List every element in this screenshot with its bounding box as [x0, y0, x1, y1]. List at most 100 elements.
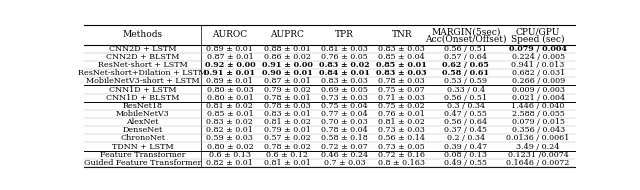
Text: CNN2D + BLSTM: CNN2D + BLSTM	[106, 53, 179, 61]
Text: 0.78 ± 0.03: 0.78 ± 0.03	[378, 77, 425, 85]
Text: 0.356 / 0.043: 0.356 / 0.043	[511, 126, 565, 134]
Text: 0.39 / 0.47: 0.39 / 0.47	[444, 142, 488, 150]
Text: 0.941 / 0.013: 0.941 / 0.013	[511, 61, 565, 69]
Text: 0.73 ± 0.03: 0.73 ± 0.03	[378, 126, 425, 134]
Text: 0.85 ± 0.01: 0.85 ± 0.01	[376, 61, 428, 69]
Text: 2.588 / 0.055: 2.588 / 0.055	[512, 110, 564, 118]
Text: 0.7 ± 0.03: 0.7 ± 0.03	[324, 159, 365, 167]
Text: 0.71 ± 0.03: 0.71 ± 0.03	[378, 94, 425, 102]
Text: 0.33 / 0.4: 0.33 / 0.4	[447, 86, 485, 93]
Text: 0.682 / 0.031: 0.682 / 0.031	[511, 69, 565, 77]
Text: 0.266 / 0.009: 0.266 / 0.009	[511, 77, 565, 85]
Text: 0.84 ± 0.01: 0.84 ± 0.01	[319, 69, 370, 77]
Text: ResNet18: ResNet18	[123, 102, 163, 110]
Text: 0.88 ± 0.01: 0.88 ± 0.01	[264, 45, 310, 53]
Text: 0.83 ± 0.02: 0.83 ± 0.02	[207, 118, 253, 126]
Text: 0.1646 / 0.0072: 0.1646 / 0.0072	[506, 159, 570, 167]
Text: 0.69 ± 0.05: 0.69 ± 0.05	[321, 86, 368, 93]
Text: 0.37 / 0.45: 0.37 / 0.45	[444, 126, 488, 134]
Text: 0.79 ± 0.01: 0.79 ± 0.01	[264, 126, 310, 134]
Text: 0.8 ± 0.163: 0.8 ± 0.163	[378, 159, 425, 167]
Text: 0.73 ± 0.05: 0.73 ± 0.05	[378, 142, 425, 150]
Text: 0.83 ± 0.02: 0.83 ± 0.02	[319, 61, 370, 69]
Text: 0.2 / 0.34: 0.2 / 0.34	[447, 134, 485, 142]
Text: TNR: TNR	[392, 30, 412, 39]
Text: ResNet-short+Dilation + LSTM: ResNet-short+Dilation + LSTM	[78, 69, 207, 77]
Text: 0.6 ± 0.13: 0.6 ± 0.13	[209, 151, 251, 159]
Text: MobileNetV3: MobileNetV3	[116, 110, 170, 118]
Text: 0.80 ± 0.03: 0.80 ± 0.03	[207, 86, 253, 93]
Text: 0.87 ± 0.01: 0.87 ± 0.01	[264, 77, 310, 85]
Text: 0.78 ± 0.03: 0.78 ± 0.03	[264, 102, 310, 110]
Text: 0.56 / 0.51: 0.56 / 0.51	[444, 94, 488, 102]
Text: Acc(Onset/Offset): Acc(Onset/Offset)	[425, 35, 507, 44]
Text: 0.70 ± 0.03: 0.70 ± 0.03	[321, 118, 368, 126]
Text: 0.73 ± 0.03: 0.73 ± 0.03	[321, 94, 368, 102]
Text: 0.76 ± 0.05: 0.76 ± 0.05	[321, 53, 368, 61]
Text: 0.81 ± 0.02: 0.81 ± 0.02	[264, 118, 310, 126]
Text: 0.47 / 0.55: 0.47 / 0.55	[444, 110, 487, 118]
Text: 0.079 / 0.004: 0.079 / 0.004	[509, 45, 567, 53]
Text: 0.53 / 0.59: 0.53 / 0.59	[444, 77, 488, 85]
Text: 0.021 / 0.004: 0.021 / 0.004	[511, 94, 564, 102]
Text: AUROC: AUROC	[212, 30, 248, 39]
Text: 0.81 ± 0.02: 0.81 ± 0.02	[378, 118, 425, 126]
Text: MARGIN(5sec): MARGIN(5sec)	[431, 27, 500, 36]
Text: 0.83 ± 0.03: 0.83 ± 0.03	[378, 45, 425, 53]
Text: 0.0136 / 0.0061: 0.0136 / 0.0061	[506, 134, 570, 142]
Text: 0.91 ± 0.00: 0.91 ± 0.00	[262, 61, 313, 69]
Text: 0.85 ± 0.01: 0.85 ± 0.01	[207, 110, 253, 118]
Text: 0.58 ± 0.18: 0.58 ± 0.18	[321, 134, 368, 142]
Text: 0.75 ± 0.04: 0.75 ± 0.04	[321, 102, 368, 110]
Text: 0.75 ± 0.02: 0.75 ± 0.02	[378, 102, 425, 110]
Text: CNN2D + LSTM: CNN2D + LSTM	[109, 45, 177, 53]
Text: 0.87 ± 0.01: 0.87 ± 0.01	[207, 53, 253, 61]
Text: 0.90 ± 0.01: 0.90 ± 0.01	[262, 69, 313, 77]
Text: 0.89 ± 0.01: 0.89 ± 0.01	[207, 45, 253, 53]
Text: 0.77 ± 0.04: 0.77 ± 0.04	[321, 110, 368, 118]
Text: TDNN + LSTM: TDNN + LSTM	[112, 142, 173, 150]
Text: 0.3 / 0.34: 0.3 / 0.34	[447, 102, 485, 110]
Text: Guided Feature Transformer: Guided Feature Transformer	[84, 159, 202, 167]
Text: 0.75 ± 0.07: 0.75 ± 0.07	[378, 86, 425, 93]
Text: 0.89 ± 0.01: 0.89 ± 0.01	[207, 77, 253, 85]
Text: AlexNet: AlexNet	[126, 118, 159, 126]
Text: 0.59 ± 0.03: 0.59 ± 0.03	[207, 134, 253, 142]
Text: 0.81 ± 0.01: 0.81 ± 0.01	[264, 159, 310, 167]
Text: ChronoNet: ChronoNet	[120, 134, 165, 142]
Text: 0.79 ± 0.02: 0.79 ± 0.02	[264, 86, 310, 93]
Text: 0.78 ± 0.02: 0.78 ± 0.02	[264, 142, 310, 150]
Text: 0.81 ± 0.03: 0.81 ± 0.03	[321, 45, 368, 53]
Text: 0.80 ± 0.02: 0.80 ± 0.02	[207, 142, 253, 150]
Text: 0.81 ± 0.02: 0.81 ± 0.02	[207, 102, 253, 110]
Text: 0.224 / 0.005: 0.224 / 0.005	[511, 53, 564, 61]
Text: 0.009 / 0.003: 0.009 / 0.003	[512, 86, 564, 93]
Text: 0.91 ± 0.01: 0.91 ± 0.01	[204, 69, 255, 77]
Text: 0.57 ± 0.02: 0.57 ± 0.02	[264, 134, 310, 142]
Text: 0.46 ± 0.24: 0.46 ± 0.24	[321, 151, 368, 159]
Text: 0.72 ± 0.16: 0.72 ± 0.16	[378, 151, 425, 159]
Text: 0.1231 /0.0074: 0.1231 /0.0074	[508, 151, 568, 159]
Text: 0.079 / 0.015: 0.079 / 0.015	[512, 118, 564, 126]
Text: 0.76 ± 0.01: 0.76 ± 0.01	[378, 110, 425, 118]
Text: TPR: TPR	[335, 30, 354, 39]
Text: 0.83 ± 0.03: 0.83 ± 0.03	[376, 69, 427, 77]
Text: 0.72 ± 0.07: 0.72 ± 0.07	[321, 142, 368, 150]
Text: 0.78 ± 0.04: 0.78 ± 0.04	[321, 126, 368, 134]
Text: AUPRC: AUPRC	[270, 30, 304, 39]
Text: 0.58 / 0.61: 0.58 / 0.61	[442, 69, 490, 77]
Text: 0.49 / 0.55: 0.49 / 0.55	[444, 159, 488, 167]
Text: 0.85 ± 0.04: 0.85 ± 0.04	[378, 53, 425, 61]
Text: 0.82 ± 0.01: 0.82 ± 0.01	[207, 159, 253, 167]
Text: ResNet-short + LSTM: ResNet-short + LSTM	[98, 61, 188, 69]
Text: 0.56 ± 0.14: 0.56 ± 0.14	[378, 134, 425, 142]
Text: 3.49 / 0.24: 3.49 / 0.24	[516, 142, 560, 150]
Text: Methods: Methods	[122, 30, 163, 39]
Text: 0.56 / 0.64: 0.56 / 0.64	[444, 118, 488, 126]
Text: 1.446 / 0.040: 1.446 / 0.040	[511, 102, 565, 110]
Text: 0.78 ± 0.01: 0.78 ± 0.01	[264, 94, 310, 102]
Text: 0.57 / 0.64: 0.57 / 0.64	[444, 53, 488, 61]
Text: 0.08 / 0.13: 0.08 / 0.13	[444, 151, 488, 159]
Text: CPU/GPU: CPU/GPU	[516, 27, 561, 36]
Text: 0.62 / 0.65: 0.62 / 0.65	[442, 61, 490, 69]
